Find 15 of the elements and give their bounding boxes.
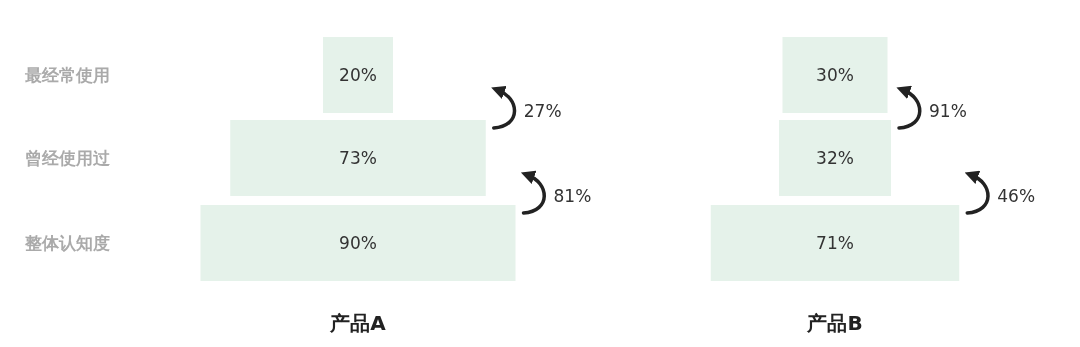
text: 产品A [329, 311, 387, 335]
data-label: 32% [816, 148, 854, 168]
data-label: 90% [339, 233, 377, 253]
category-label: 最经常使用 [24, 65, 110, 85]
data-label: 30% [816, 65, 854, 85]
category-label: 曾经使用过 [25, 148, 111, 168]
text: 46% [997, 186, 1036, 206]
category-label: 整体认知度 [24, 233, 110, 253]
data-label: 20% [339, 65, 377, 85]
data-label: 71% [816, 233, 854, 253]
text: 27% [523, 101, 562, 121]
data-label: 73% [339, 148, 377, 168]
text: 91% [929, 101, 967, 121]
text: 81% [553, 186, 592, 206]
text: 产品B [806, 311, 863, 335]
